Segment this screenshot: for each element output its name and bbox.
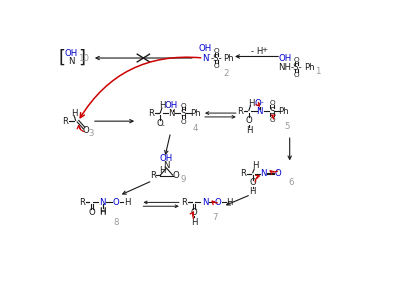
- Text: Ph: Ph: [224, 54, 234, 63]
- Text: S: S: [181, 109, 186, 118]
- Text: H: H: [71, 109, 77, 118]
- Text: R: R: [148, 109, 154, 118]
- Text: [: [: [58, 49, 65, 67]
- Text: 3: 3: [88, 129, 94, 138]
- Text: -S-: -S-: [211, 54, 222, 63]
- Text: Ph: Ph: [190, 109, 201, 118]
- Text: OH: OH: [198, 44, 212, 53]
- Text: -: -: [208, 51, 210, 57]
- Text: R: R: [62, 117, 68, 126]
- Text: OH: OH: [278, 54, 292, 63]
- Text: Ph: Ph: [304, 63, 314, 72]
- Text: H: H: [99, 207, 106, 216]
- Text: OH: OH: [64, 49, 78, 58]
- Text: 10: 10: [78, 54, 89, 63]
- Text: R: R: [237, 107, 243, 116]
- Text: ]: ]: [78, 49, 85, 67]
- Text: N: N: [202, 198, 208, 207]
- Text: OH: OH: [160, 154, 173, 163]
- Text: N: N: [99, 198, 106, 207]
- Text: H: H: [248, 99, 254, 108]
- Text: N: N: [260, 169, 267, 178]
- Text: O: O: [88, 208, 95, 217]
- Text: H: H: [252, 161, 258, 170]
- Text: NH: NH: [278, 63, 292, 72]
- Text: H: H: [159, 166, 166, 175]
- Text: O: O: [269, 117, 275, 123]
- Text: O: O: [249, 178, 256, 187]
- Text: O: O: [181, 119, 186, 125]
- Text: -S-: -S-: [291, 63, 302, 72]
- Text: N: N: [202, 54, 208, 63]
- Text: H: H: [124, 198, 130, 207]
- Text: O: O: [255, 99, 262, 108]
- Text: 5: 5: [285, 122, 290, 131]
- Text: R: R: [181, 198, 187, 207]
- Text: 6: 6: [288, 178, 294, 187]
- Text: - H: - H: [251, 47, 264, 56]
- Text: 8: 8: [113, 218, 118, 226]
- Text: O: O: [191, 208, 198, 217]
- Text: O: O: [269, 100, 275, 107]
- Text: O: O: [214, 63, 219, 69]
- Text: N: N: [163, 161, 170, 170]
- Text: R: R: [240, 169, 246, 178]
- Text: 2: 2: [224, 69, 229, 78]
- Text: O: O: [181, 103, 186, 109]
- Text: Ph: Ph: [278, 107, 289, 116]
- Text: O: O: [294, 72, 300, 78]
- Text: O: O: [215, 198, 222, 207]
- Text: 9: 9: [181, 175, 186, 184]
- Text: +: +: [261, 47, 267, 53]
- Text: -: -: [161, 122, 164, 128]
- Text: S: S: [269, 107, 275, 116]
- Text: O: O: [112, 198, 119, 207]
- Text: H: H: [191, 218, 198, 226]
- Text: O: O: [274, 169, 281, 178]
- Text: H: H: [250, 187, 256, 196]
- Text: O: O: [246, 116, 252, 125]
- Text: O: O: [214, 48, 219, 54]
- Text: 1: 1: [315, 68, 320, 76]
- Text: H: H: [159, 101, 166, 110]
- Text: H: H: [99, 208, 106, 217]
- Text: -: -: [261, 100, 263, 106]
- Text: N: N: [68, 57, 74, 66]
- Text: R: R: [79, 198, 85, 207]
- Text: O: O: [294, 57, 300, 63]
- Text: H: H: [246, 126, 252, 135]
- Text: N: N: [168, 109, 174, 118]
- Text: O: O: [172, 171, 179, 180]
- Text: 7: 7: [212, 213, 218, 222]
- Text: N: N: [256, 107, 263, 116]
- Text: O: O: [82, 126, 89, 135]
- Text: 4: 4: [193, 124, 198, 133]
- Text: H: H: [226, 198, 233, 207]
- Text: O: O: [157, 119, 164, 128]
- Text: R: R: [150, 171, 156, 180]
- Text: OH: OH: [164, 101, 178, 110]
